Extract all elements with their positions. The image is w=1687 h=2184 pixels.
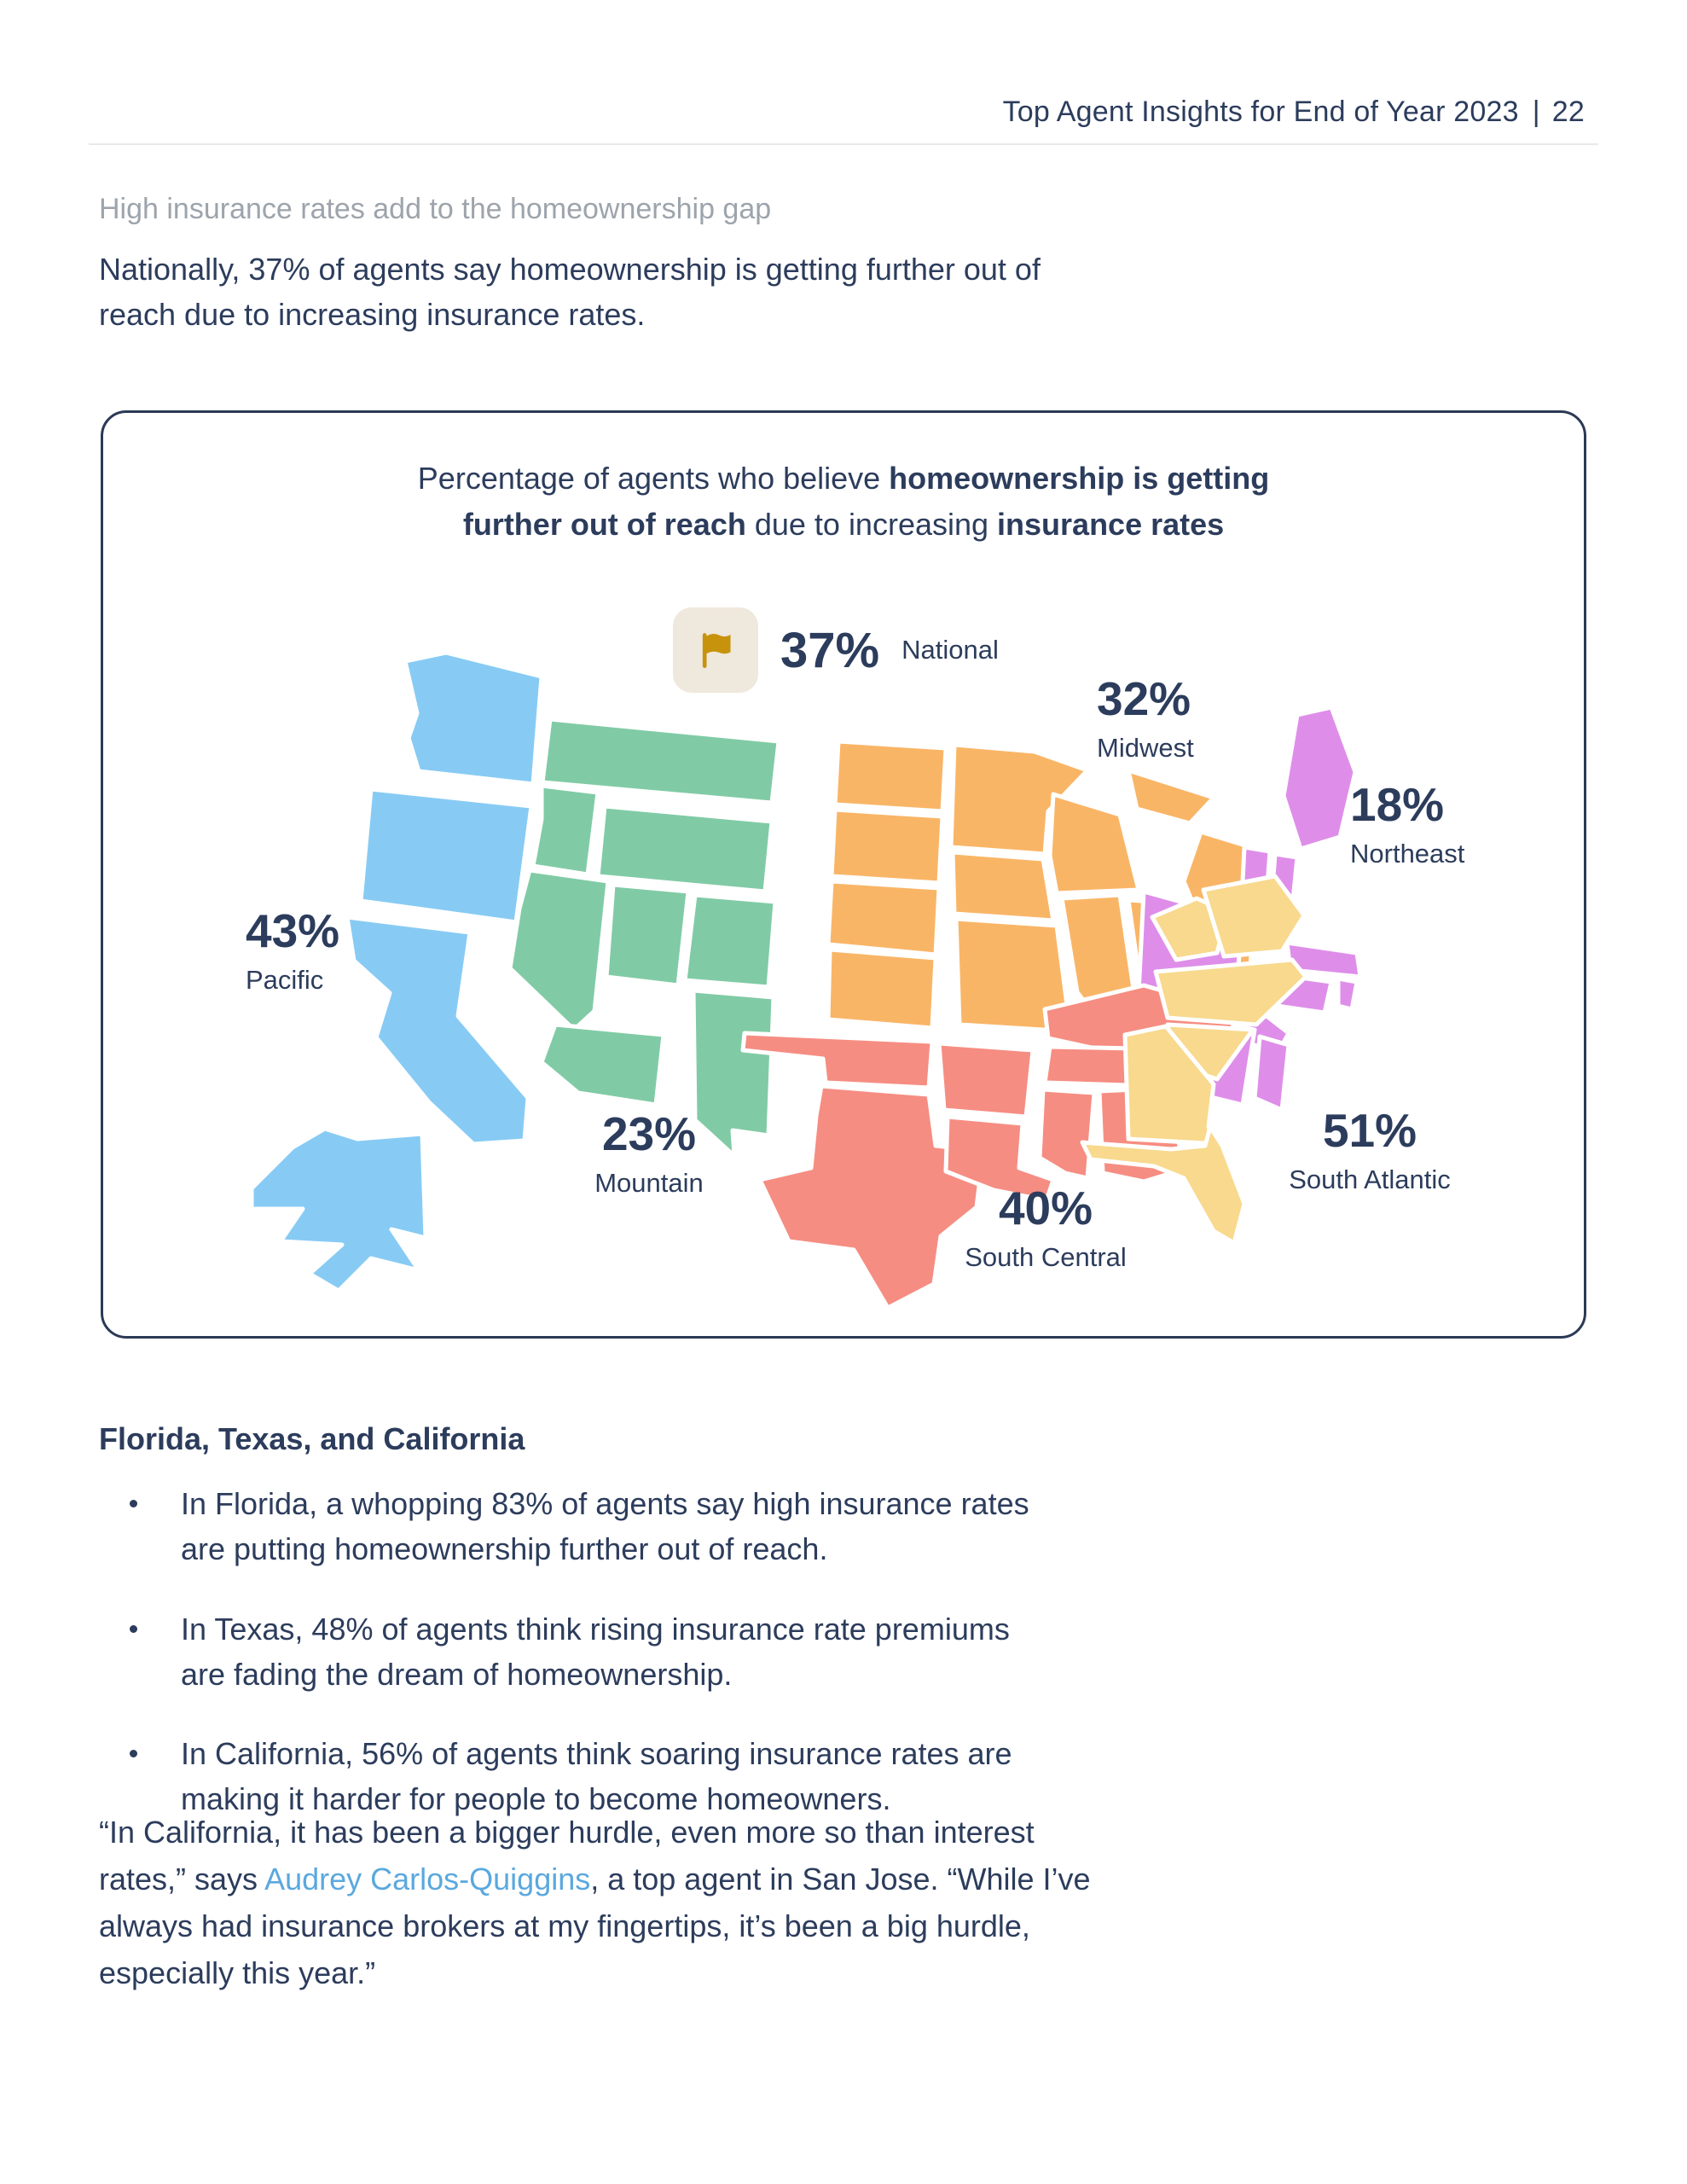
south-atlantic-name: South Atlantic	[1289, 1165, 1451, 1194]
bullet-text-florida: In Florida, a whopping 83% of agents say…	[181, 1486, 1029, 1567]
midwest-name: Midwest	[1097, 733, 1194, 763]
state-california	[345, 915, 530, 1147]
state-texas	[757, 1083, 986, 1310]
label-midwest: 32% Midwest	[1097, 672, 1194, 763]
mountain-name: Mountain	[594, 1168, 704, 1198]
section-intro: Nationally, 37% of agents say homeowners…	[99, 252, 1041, 332]
state-north-dakota	[832, 739, 948, 814]
quote-paragraph: “In California, it has been a bigger hur…	[99, 1809, 1097, 1996]
flag-badge	[673, 607, 758, 693]
state-new-jersey	[1252, 1034, 1291, 1112]
state-nevada	[507, 868, 611, 1032]
list-item: In Texas, 48% of agents think rising ins…	[99, 1606, 1037, 1698]
national-label: National	[901, 635, 999, 665]
chart-title-bold-1: homeownership is getting further out of …	[462, 461, 1270, 542]
south-central-value: 40%	[998, 1182, 1093, 1234]
state-utah	[604, 882, 691, 988]
national-stat: 37% National	[673, 607, 999, 693]
midwest-value: 32%	[1097, 672, 1191, 725]
state-north-carolina	[1153, 957, 1308, 1027]
state-kansas	[826, 947, 938, 1031]
state-idaho	[530, 783, 600, 877]
map-chart-card: Percentage of agents who believe homeown…	[101, 410, 1586, 1339]
northeast-value: 18%	[1350, 778, 1445, 831]
state-virginia	[1201, 874, 1307, 959]
page-header: Top Agent Insights for End of Year 2023 |…	[1003, 96, 1585, 129]
state-wyoming	[595, 804, 774, 894]
state-michigan-upper	[1126, 768, 1216, 826]
northeast-name: Northeast	[1350, 839, 1465, 868]
label-northeast: 18% Northeast	[1350, 778, 1465, 868]
mountain-value: 23%	[601, 1107, 697, 1160]
bullet-dot-icon	[130, 1750, 137, 1758]
list-item: In California, 56% of agents think soari…	[99, 1731, 1037, 1822]
state-minnesota	[948, 742, 1090, 857]
state-alaska	[249, 1126, 428, 1293]
chart-title: Percentage of agents who believe homeown…	[374, 456, 1313, 548]
details-bullet-list: In Florida, a whopping 83% of agents say…	[99, 1481, 1037, 1856]
state-rhode-island	[1336, 976, 1359, 1012]
state-florida	[1080, 1124, 1247, 1246]
south-central-name: South Central	[965, 1242, 1127, 1272]
region-mountain	[507, 717, 781, 1159]
region-south-atlantic	[1080, 874, 1308, 1246]
state-louisiana	[943, 1114, 1056, 1203]
bullet-text-california: In California, 56% of agents think soari…	[181, 1736, 1012, 1817]
section-eyebrow: High insurance rates add to the homeowne…	[99, 193, 772, 225]
details-heading: Florida, Texas, and California	[99, 1421, 525, 1456]
quote-text-before: “In California, it has been a bigger hur…	[99, 1815, 1035, 1897]
report-title: Top Agent Insights for End of Year 2023	[1002, 96, 1519, 128]
state-montana	[540, 717, 781, 805]
label-south-atlantic: 51% South Atlantic	[1259, 1104, 1481, 1194]
page-number: 22	[1551, 96, 1585, 128]
state-mississippi	[1037, 1087, 1097, 1181]
state-oregon	[358, 787, 534, 925]
header-divider	[89, 143, 1598, 145]
label-south-central: 40% South Central	[935, 1182, 1157, 1272]
state-south-dakota	[829, 807, 945, 886]
chart-title-text-2: due to increasing	[745, 507, 998, 542]
bullet-dot-icon	[130, 1500, 137, 1507]
pacific-name: Pacific	[246, 965, 324, 995]
label-pacific: 43% Pacific	[246, 904, 340, 995]
state-oklahoma	[740, 1031, 935, 1090]
chart-title-text: Percentage of agents who believe	[417, 461, 890, 496]
quote-text-after: , a top agent in San Jose. “While I’ve a…	[99, 1862, 1091, 1991]
us-regions-map	[249, 650, 1363, 1310]
state-iowa	[950, 850, 1056, 923]
south-atlantic-value: 51%	[1322, 1104, 1417, 1157]
pacific-value: 43%	[246, 904, 340, 957]
bullet-dot-icon	[130, 1624, 137, 1633]
state-washington	[403, 650, 544, 787]
state-maine	[1281, 705, 1358, 851]
agent-link[interactable]: Audrey Carlos-Quiggins	[264, 1862, 591, 1897]
header-separator: |	[1532, 96, 1540, 128]
state-arizona	[539, 1022, 666, 1107]
label-mountain: 23% Mountain	[568, 1107, 730, 1198]
state-wisconsin	[1047, 792, 1141, 896]
state-arkansas	[936, 1041, 1035, 1119]
state-nebraska	[826, 879, 942, 957]
chart-title-bold-2: insurance rates	[997, 507, 1225, 542]
bullet-text-texas: In Texas, 48% of agents think rising ins…	[181, 1611, 1010, 1692]
national-value: 37%	[780, 622, 880, 678]
list-item: In Florida, a whopping 83% of agents say…	[99, 1481, 1037, 1572]
flag-icon	[702, 633, 731, 668]
state-colorado	[682, 892, 778, 990]
region-pacific	[249, 650, 544, 1293]
